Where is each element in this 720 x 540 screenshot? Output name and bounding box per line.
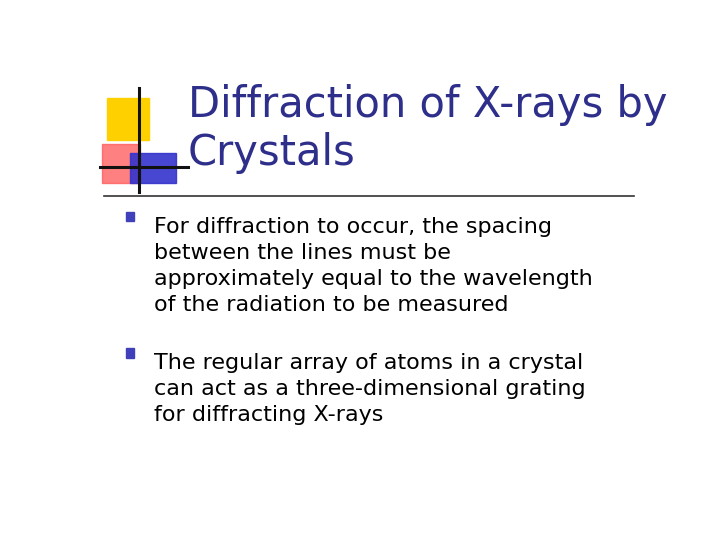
- Text: The regular array of atoms in a crystal
can act as a three-dimensional grating
f: The regular array of atoms in a crystal …: [154, 353, 586, 425]
- Text: For diffraction to occur, the spacing
between the lines must be
approximately eq: For diffraction to occur, the spacing be…: [154, 217, 593, 315]
- Bar: [130, 153, 176, 183]
- Bar: [126, 348, 133, 357]
- Text: Diffraction of X-rays by
Crystals: Diffraction of X-rays by Crystals: [188, 84, 667, 174]
- Bar: [102, 144, 140, 183]
- Bar: [107, 98, 148, 140]
- Bar: [126, 212, 133, 221]
